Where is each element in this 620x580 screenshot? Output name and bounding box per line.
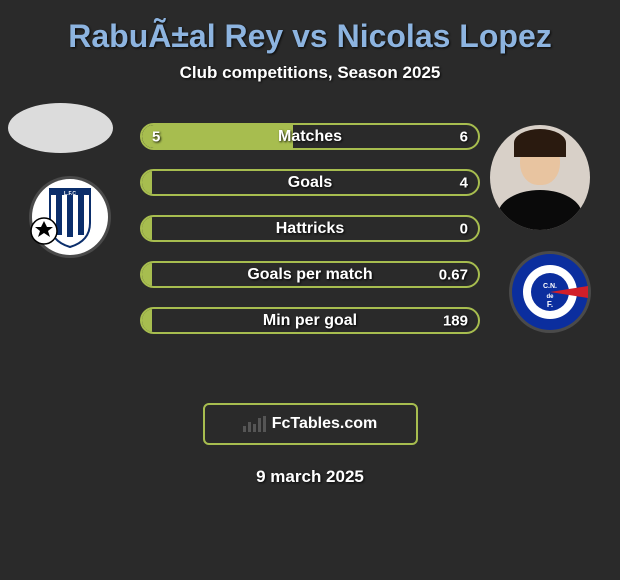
bar-fill	[142, 217, 152, 240]
svg-text:F.: F.	[547, 300, 553, 309]
brand-text: FcTables.com	[272, 415, 378, 433]
bar-chart-icon	[243, 416, 266, 432]
player-right-avatar	[490, 125, 590, 230]
bar-fill	[142, 171, 152, 194]
stat-row-goals-per-match: Goals per match 0.67	[140, 261, 480, 288]
stat-row-matches: 5 Matches 6	[140, 123, 480, 150]
svg-text:C.N.: C.N.	[543, 283, 557, 290]
club-left-logo: L.F.C	[20, 175, 120, 259]
bar-track	[140, 307, 480, 334]
bar-fill	[142, 309, 152, 332]
stat-row-goals: Goals 4	[140, 169, 480, 196]
club-right-logo: C.N. de F.	[500, 250, 600, 334]
page-title: RabuÃ±al Rey vs Nicolas Lopez	[0, 0, 620, 63]
svg-text:L.F.C: L.F.C	[64, 191, 76, 197]
bar-track	[140, 169, 480, 196]
bar-fill	[142, 125, 293, 148]
bar-fill	[142, 263, 152, 286]
stat-row-min-per-goal: Min per goal 189	[140, 307, 480, 334]
bar-track	[140, 261, 480, 288]
avatar-body	[498, 190, 582, 230]
stat-row-hattricks: Hattricks 0	[140, 215, 480, 242]
stat-bars: 5 Matches 6 Goals 4 Hattricks 0	[140, 123, 480, 353]
footer-date: 9 march 2025	[0, 445, 620, 487]
avatar-hair	[514, 129, 566, 157]
content-area: L.F.C C.N. de F. 5	[0, 113, 620, 373]
bar-track	[140, 123, 480, 150]
page-subtitle: Club competitions, Season 2025	[0, 63, 620, 113]
player-left-avatar	[8, 103, 113, 153]
brand-badge[interactable]: FcTables.com	[203, 403, 418, 445]
comparison-card: RabuÃ±al Rey vs Nicolas Lopez Club compe…	[0, 0, 620, 507]
bar-track	[140, 215, 480, 242]
